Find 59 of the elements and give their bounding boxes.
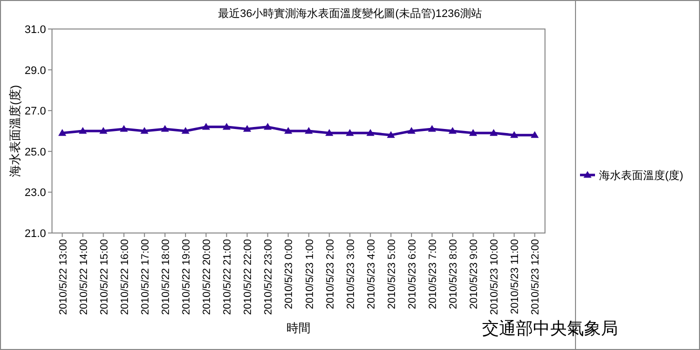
x-tick-label: 2010/5/23 10:00	[488, 238, 501, 315]
x-tick-label: 2010/5/22 14:00	[78, 238, 90, 315]
point	[202, 122, 210, 130]
point	[448, 127, 457, 134]
x-tick-label: 2010/5/23 1:00	[304, 238, 316, 310]
y-tick-label: 21.0	[24, 228, 46, 240]
y-tick-label: 23.0	[24, 187, 46, 200]
x-tick-label: 2010/5/23 4:00	[365, 238, 378, 310]
point	[407, 127, 416, 134]
y-tick-label: 29.0	[24, 64, 46, 77]
point	[304, 127, 313, 134]
x-tick-label: 2010/5/23 3:00	[344, 238, 357, 310]
x-tick-label: 2010/5/22 22:00	[242, 238, 254, 315]
x-tick-label: 2010/5/22 15:00	[98, 238, 110, 315]
point	[120, 124, 128, 132]
x-tick-label: 2010/5/22 19:00	[180, 238, 193, 315]
point	[346, 129, 354, 136]
point	[428, 124, 436, 132]
x-tick-label: 2010/5/22 21:00	[222, 238, 234, 315]
chart-title: 最近36小時實測海水表面溫度變化圖(未品管)1236測站	[218, 7, 482, 20]
x-tick-label: 2010/5/23 6:00	[406, 238, 418, 310]
point	[160, 124, 169, 132]
y-tick-label: 31.0	[24, 24, 46, 36]
y-tick-label: 25.0	[24, 146, 46, 158]
x-axis-title: 時間	[286, 321, 310, 335]
x-tick-label: 2010/5/22 23:00	[262, 238, 275, 315]
x-tick-label: 2010/5/23 5:00	[386, 238, 398, 310]
point	[182, 127, 190, 134]
point	[140, 127, 148, 134]
point	[325, 129, 334, 136]
point	[78, 127, 87, 134]
point	[366, 129, 374, 136]
point	[264, 122, 272, 130]
x-tick-label: 2010/5/22 20:00	[201, 238, 214, 315]
point	[469, 129, 478, 136]
x-tick-label: 2010/5/23 12:00	[530, 238, 542, 315]
point	[243, 124, 252, 132]
y-tick-label: 27.0	[24, 106, 46, 118]
x-tick-label: 2010/5/22 13:00	[57, 238, 70, 315]
x-tick-label: 2010/5/23 2:00	[324, 238, 336, 310]
y-axis-title: 海水表面溫度(度)	[8, 85, 22, 177]
point	[222, 122, 231, 130]
legend-label: 海水表面溫度(度)	[599, 169, 684, 182]
x-tick-label: 2010/5/23 7:00	[427, 238, 440, 310]
x-tick-label: 2010/5/22 18:00	[160, 238, 172, 315]
x-tick-label: 2010/5/23 11:00	[509, 238, 522, 314]
point	[386, 131, 395, 138]
text: 交通部中央氣象局	[482, 319, 618, 338]
x-tick-label: 2010/5/22 16:00	[118, 238, 131, 315]
x-tick-label: 2010/5/23 0:00	[283, 238, 296, 310]
x-tick-label: 2010/5/23 8:00	[448, 238, 460, 310]
point	[490, 129, 498, 136]
x-tick-label: 2010/5/23 9:00	[468, 238, 480, 310]
point	[530, 131, 539, 138]
point	[58, 129, 66, 136]
point	[510, 131, 518, 138]
point	[284, 127, 292, 134]
x-tick-label: 2010/5/22 17:00	[139, 238, 152, 315]
point	[99, 127, 108, 134]
